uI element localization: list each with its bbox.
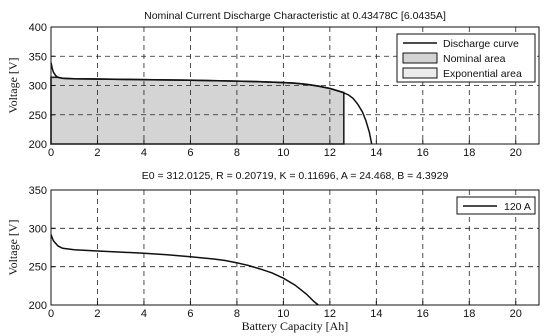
legend-entry: 120 A [504, 201, 531, 213]
x-tick-label: 2 [94, 147, 100, 159]
series-area-fill [50, 76, 345, 145]
plot-area: 0 2 4 6 8 10 12 14 16 18 20 200 250 300 350 [29, 185, 540, 320]
y-tick-label: 200 [29, 139, 47, 151]
chart-title: Nominal Current Discharge Characteristic… [144, 10, 446, 22]
axes-frame [50, 189, 540, 306]
x-tick-label: 4 [141, 147, 147, 159]
x-tick-label: 14 [370, 308, 382, 320]
x-tick-label: 18 [463, 308, 475, 320]
x-tick-label: 0 [48, 308, 54, 320]
series-line [50, 234, 319, 306]
x-tick-label: 8 [234, 308, 240, 320]
plot-area: 0 2 4 6 8 10 12 14 16 18 20 200 250 300 350 400 [29, 22, 540, 159]
x-tick-label: 18 [463, 147, 475, 159]
x-tick-label: 10 [277, 308, 289, 320]
chart-bottom: E0 = 312.0125, R = 0.20719, K = 0.11696,… [6, 170, 540, 333]
x-tick-label: 6 [187, 147, 193, 159]
x-axis-label: Battery Capacity [Ah] [242, 319, 349, 333]
x-tick-label: 10 [277, 147, 289, 159]
x-tick-label: 16 [417, 147, 429, 159]
x-tick-label: 6 [187, 308, 193, 320]
x-tick-label: 4 [141, 308, 147, 320]
x-tick-label: 20 [510, 308, 522, 320]
y-tick-label: 250 [29, 262, 47, 274]
y-axis-label: Voltage [V] [6, 57, 20, 113]
y-tick-label: 200 [29, 300, 47, 312]
legend-entry: Nominal area [443, 53, 506, 65]
y-tick-label: 400 [29, 22, 47, 34]
x-tick-label: 8 [234, 147, 240, 159]
legend-fill-swatch [402, 52, 438, 64]
y-tick-label: 250 [29, 110, 47, 122]
chart-title: E0 = 312.0125, R = 0.20719, K = 0.11696,… [142, 170, 449, 182]
y-tick-label: 300 [29, 81, 47, 93]
y-tick-label: 350 [29, 51, 47, 63]
legend-entry: Exponential area [443, 68, 522, 80]
legend: 120 A [456, 196, 536, 215]
x-tick-label: 14 [370, 147, 382, 159]
y-axis-label: Voltage [V] [6, 219, 20, 275]
x-tick-label: 0 [48, 147, 54, 159]
x-tick-label: 20 [510, 147, 522, 159]
y-tick-label: 350 [29, 185, 47, 197]
x-tick-label: 16 [417, 308, 429, 320]
y-tick-label: 300 [29, 223, 47, 235]
chart-top: Nominal Current Discharge Characteristic… [6, 10, 540, 159]
legend: Discharge curve Nominal area Exponential… [396, 33, 536, 83]
x-tick-label: 12 [324, 147, 336, 159]
series-line [50, 62, 373, 145]
legend-fill-swatch [402, 67, 438, 79]
legend-entry: Discharge curve [443, 38, 519, 50]
x-tick-label: 12 [324, 308, 336, 320]
x-tick-label: 2 [94, 308, 100, 320]
